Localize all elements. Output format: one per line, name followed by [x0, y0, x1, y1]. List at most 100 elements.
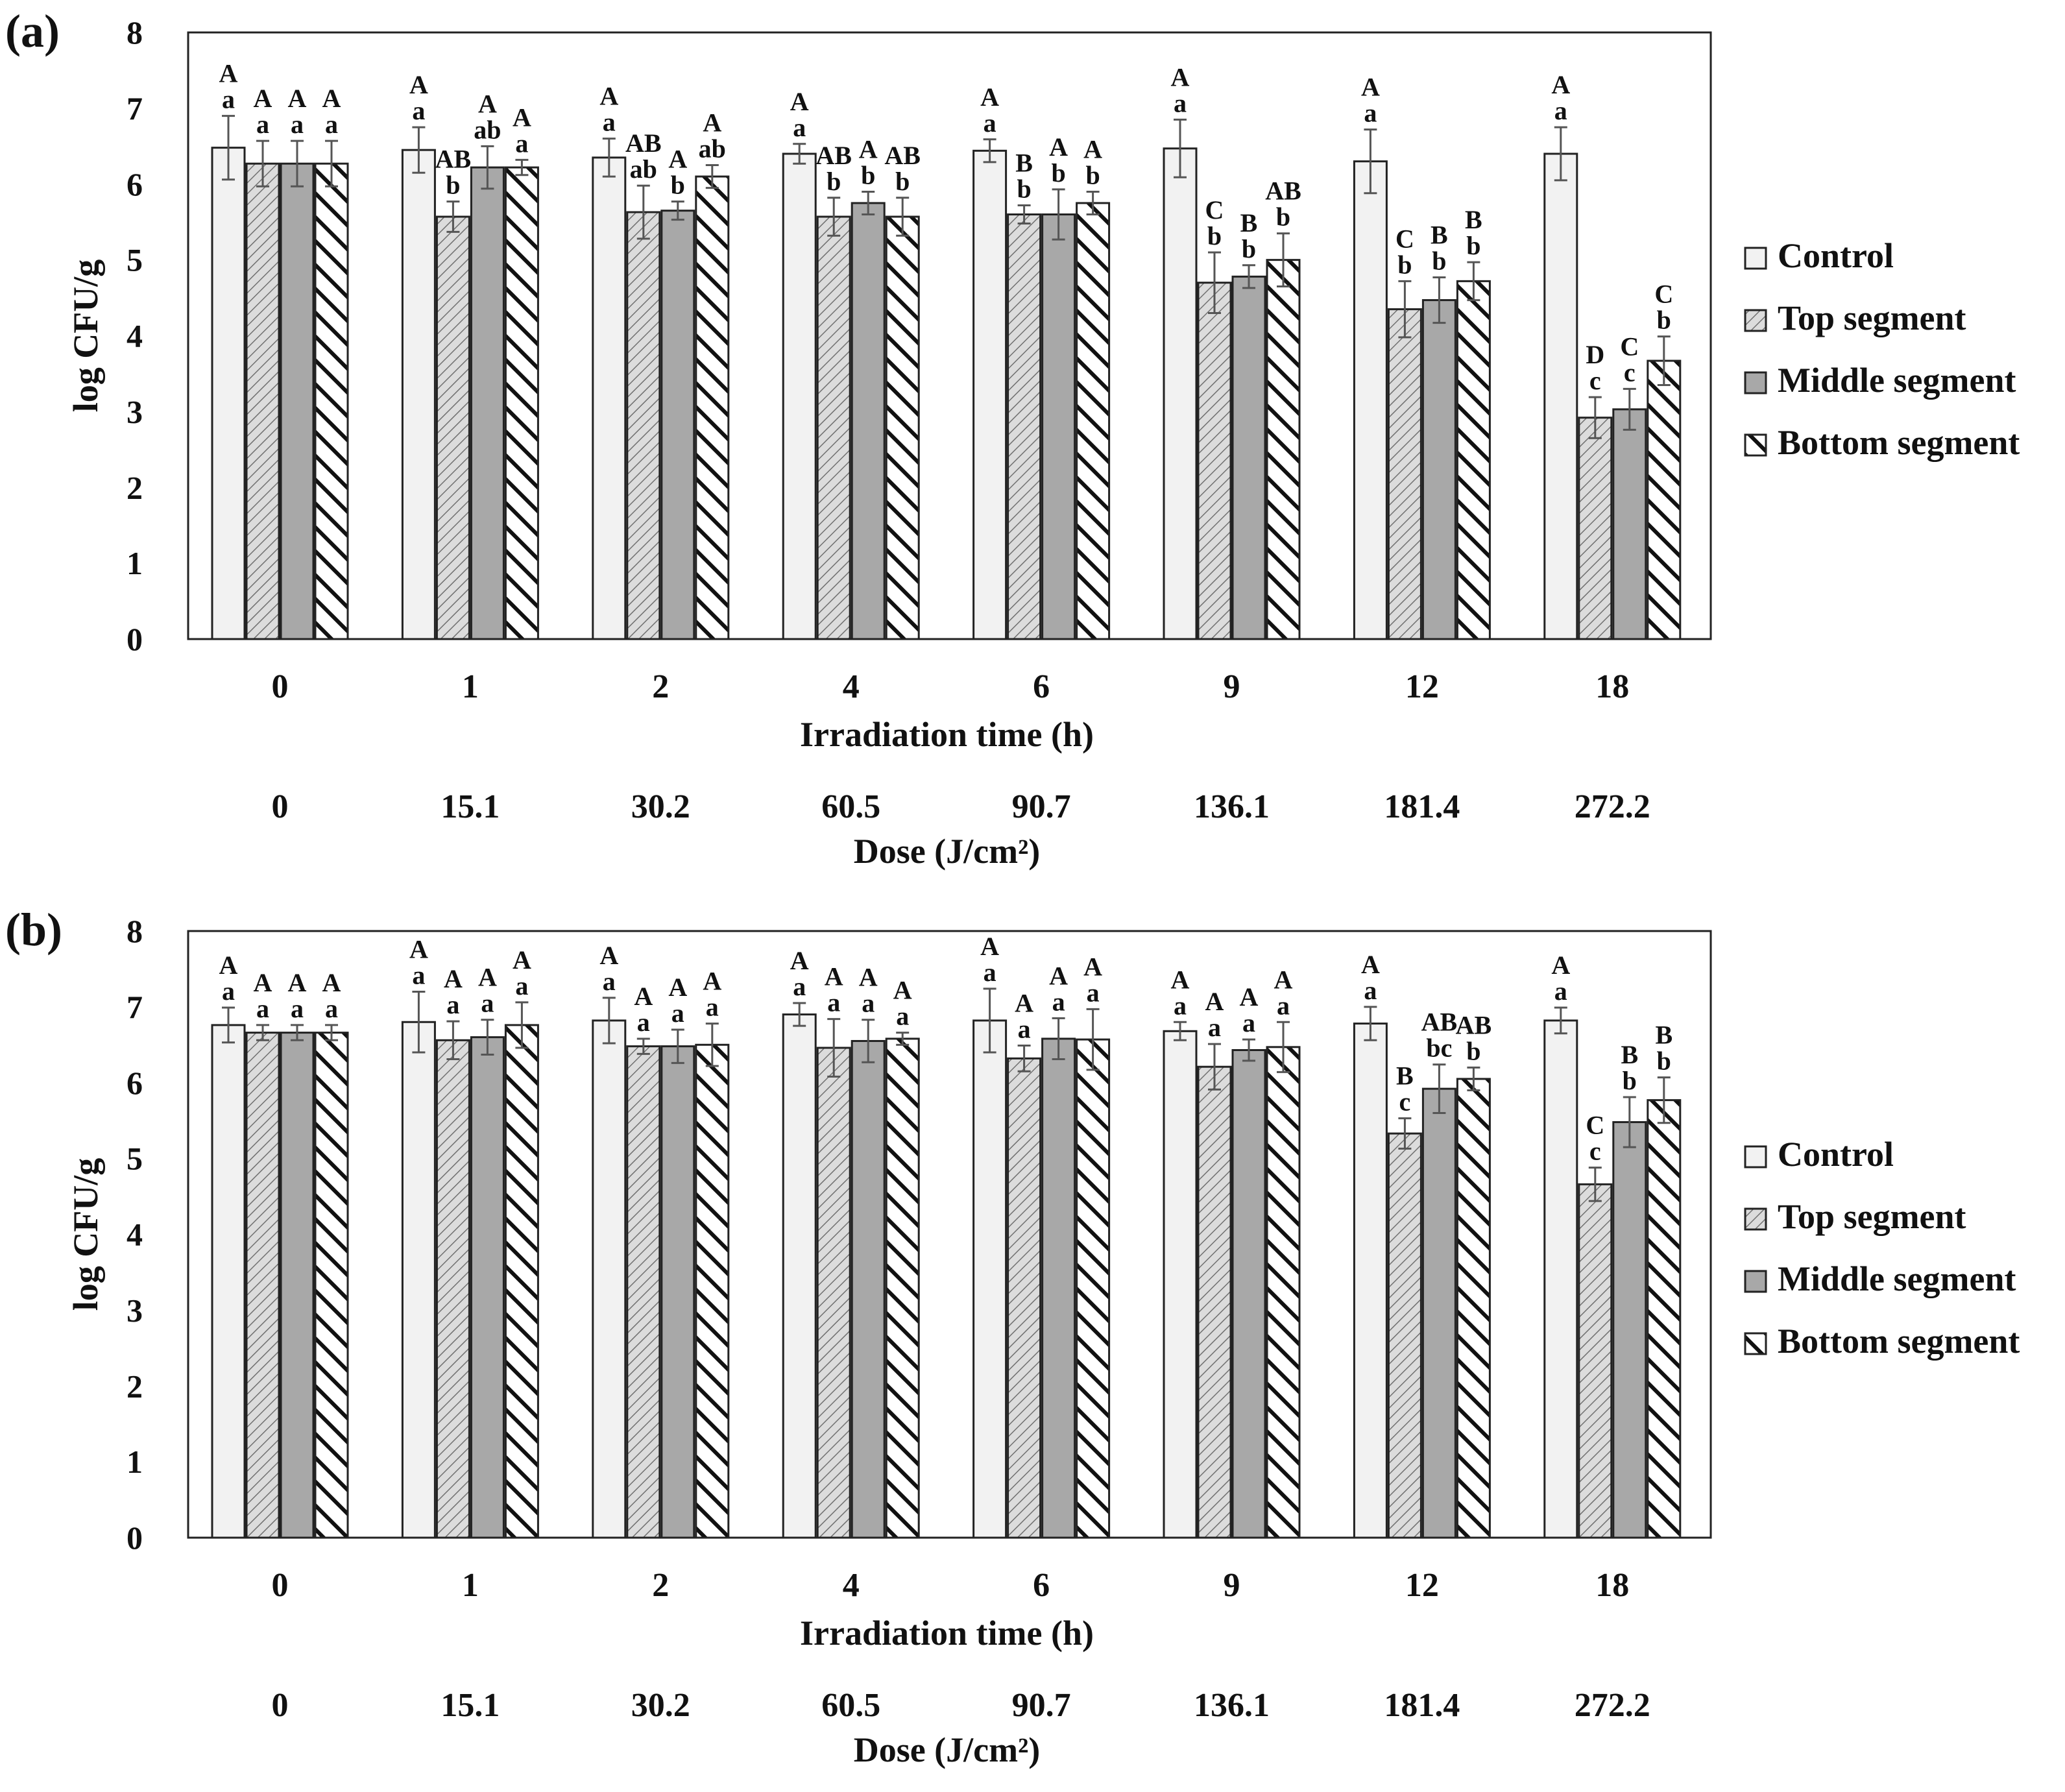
letter-upper: B	[1621, 1040, 1638, 1069]
letter-lower: a	[412, 961, 425, 990]
bar-middle	[851, 202, 886, 640]
letter-upper: AB	[1421, 1008, 1458, 1037]
bar-control	[782, 1013, 817, 1539]
letter-lower: a	[1242, 1008, 1255, 1037]
bar-control	[211, 147, 246, 640]
bar-control	[1353, 1023, 1388, 1539]
bar-top	[816, 215, 851, 640]
letter-upper: A	[478, 89, 497, 118]
letter-upper: A	[1083, 134, 1102, 163]
legend-swatch-top	[1744, 1207, 1767, 1231]
letter-lower: a	[291, 110, 304, 139]
letter-lower: a	[1018, 1014, 1031, 1043]
legend-swatch-control	[1744, 247, 1767, 270]
letter-lower: a	[222, 85, 235, 114]
legend-swatch-top	[1744, 309, 1767, 332]
letter-upper: A	[859, 134, 878, 163]
letter-lower: a	[984, 958, 996, 987]
bar-bottom	[1266, 259, 1301, 640]
bar-bottom	[1456, 280, 1491, 640]
letter-upper: B	[1015, 148, 1033, 177]
x-tick-label-time: 18	[1595, 668, 1629, 705]
letter-lower: a	[325, 994, 338, 1023]
x-tick-label-time: 12	[1405, 1567, 1439, 1604]
bar-bottom	[885, 1037, 920, 1539]
letter-upper: A	[980, 82, 999, 112]
bar-bottom	[1647, 359, 1682, 640]
legend-swatch-middle	[1744, 371, 1767, 394]
y-tick-label: 3	[127, 393, 143, 430]
letter-lower: a	[222, 976, 235, 1006]
letter-upper: B	[1431, 221, 1448, 250]
letter-upper: C	[1620, 332, 1639, 361]
letter-upper: A	[1361, 73, 1380, 102]
bar-middle	[470, 1036, 505, 1539]
x-tick-label-dose: 30.2	[631, 1687, 690, 1724]
bar-bottom	[1076, 202, 1111, 640]
letter-lower: a	[1208, 1013, 1221, 1042]
x-tick-label-dose: 0	[272, 1687, 289, 1724]
bar-top	[245, 1032, 280, 1539]
legend-label-control: Control	[1778, 1135, 1894, 1174]
letter-upper: A	[1551, 950, 1570, 980]
bar-bottom	[314, 162, 349, 640]
letter-lower: b	[1397, 250, 1412, 279]
y-tick-label: 4	[127, 318, 143, 354]
letter-lower: a	[256, 110, 269, 139]
y-axis-label: log CFU/g	[66, 260, 105, 413]
letter-upper: A	[409, 935, 428, 964]
x-tick-label-dose: 272.2	[1575, 1687, 1650, 1724]
letter-upper: A	[668, 973, 687, 1002]
letter-lower: a	[481, 989, 494, 1018]
letter-lower: b	[1207, 221, 1222, 250]
bar-middle	[660, 1045, 695, 1539]
letter-lower: bc	[1426, 1034, 1452, 1063]
letter-upper: A	[444, 964, 463, 993]
y-axis-label: log CFU/g	[66, 1158, 105, 1311]
y-tick-label: 1	[127, 545, 143, 581]
x-tick-label-dose: 30.2	[631, 788, 690, 825]
legend-swatch-middle	[1744, 1270, 1767, 1293]
bar-control	[782, 152, 817, 640]
letter-upper: A	[1551, 70, 1570, 99]
bar-top	[435, 1039, 470, 1539]
letter-lower: a	[671, 999, 684, 1028]
letter-upper: AB	[884, 141, 921, 170]
letter-upper: A	[219, 59, 238, 88]
bar-bottom	[1456, 1078, 1491, 1539]
letter-lower: b	[1051, 158, 1065, 188]
bar-top	[1007, 1057, 1042, 1539]
letter-upper: A	[254, 968, 272, 997]
letter-lower: a	[515, 971, 528, 1000]
x-tick-label-dose: 15.1	[441, 788, 500, 825]
bar-bottom	[314, 1032, 349, 1539]
letter-upper: A	[599, 941, 618, 970]
bar-middle	[1612, 408, 1647, 640]
bar-control	[401, 149, 436, 640]
letter-lower: b	[861, 160, 875, 189]
bar-control	[1543, 152, 1578, 640]
bar-top	[626, 211, 661, 640]
letter-lower: a	[706, 993, 719, 1022]
bar-bottom	[695, 175, 730, 640]
letter-lower: a	[515, 128, 528, 158]
x-tick-label-time: 6	[1033, 668, 1050, 705]
letter-lower: a	[1174, 88, 1187, 117]
x-tick-label-time: 12	[1405, 668, 1439, 705]
letter-upper: A	[634, 982, 653, 1011]
letter-lower: b	[671, 171, 685, 200]
x-axis-label-dose: Dose (J/cm²)	[854, 1730, 1041, 1769]
letter-lower: b	[1466, 1036, 1480, 1065]
letter-lower: c	[1624, 357, 1636, 387]
y-tick-label: 6	[127, 1065, 143, 1101]
letter-lower: c	[1589, 366, 1601, 395]
bar-middle	[1231, 275, 1266, 640]
letter-lower: b	[1466, 231, 1480, 260]
letter-lower: a	[827, 988, 840, 1017]
bar-top	[1007, 213, 1042, 640]
letter-upper: A	[1205, 987, 1224, 1016]
legend-swatch-bottom	[1744, 1332, 1767, 1355]
bar-control	[972, 149, 1008, 640]
